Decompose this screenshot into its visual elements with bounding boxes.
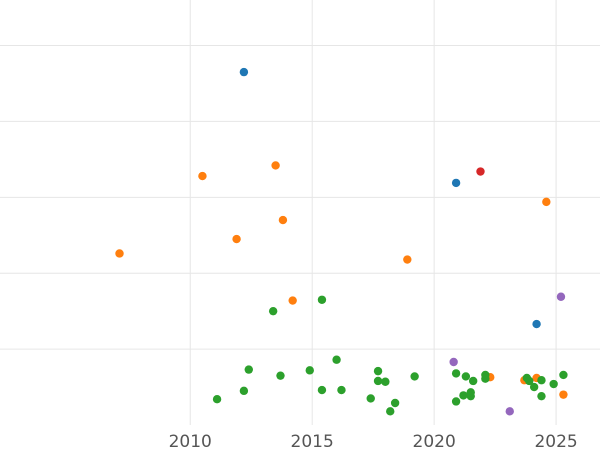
data-point — [381, 377, 390, 386]
data-point — [305, 366, 314, 375]
data-point — [461, 372, 471, 381]
data-point — [481, 374, 490, 383]
data-point — [542, 197, 551, 207]
data-point — [212, 394, 222, 404]
data-point — [549, 379, 558, 389]
data-point — [529, 382, 539, 392]
data-point — [532, 319, 541, 329]
data-point — [451, 369, 461, 378]
data-point — [276, 371, 285, 380]
x-tick-label: 2020 — [413, 432, 456, 450]
data-point — [366, 394, 375, 403]
data-point — [537, 376, 546, 385]
x-tick-label: 2010 — [169, 432, 212, 450]
data-point — [232, 234, 241, 244]
data-point — [525, 376, 534, 386]
data-point — [239, 386, 249, 396]
data-point — [373, 366, 383, 376]
data-point — [271, 161, 280, 170]
data-point — [317, 385, 327, 395]
points-layer — [115, 67, 568, 416]
data-point — [410, 372, 419, 381]
data-point — [198, 171, 207, 181]
grid-layer — [0, 0, 600, 425]
data-point — [403, 255, 412, 264]
x-tick-label: 2025 — [534, 432, 577, 450]
x-tick-label: 2015 — [291, 432, 334, 450]
data-point — [505, 407, 514, 416]
data-point — [451, 178, 461, 188]
data-point — [451, 397, 461, 406]
data-point — [476, 167, 485, 176]
data-point — [459, 391, 468, 400]
data-point — [390, 398, 400, 408]
data-point — [449, 357, 458, 367]
data-point — [386, 407, 395, 416]
data-point — [373, 376, 383, 386]
data-point — [337, 385, 346, 395]
x-axis-ticks: 2010 2015 2020 2025 — [169, 432, 578, 450]
data-point — [468, 376, 478, 386]
data-point — [332, 355, 341, 364]
data-point — [244, 365, 253, 374]
data-point — [239, 67, 249, 77]
data-point — [288, 296, 297, 305]
data-point — [278, 215, 288, 225]
data-point — [559, 390, 568, 399]
data-point — [556, 292, 566, 301]
data-point — [537, 391, 546, 401]
data-point — [466, 388, 475, 397]
data-point — [559, 370, 568, 380]
data-point — [268, 306, 278, 316]
data-point — [115, 249, 124, 258]
data-point — [317, 295, 327, 304]
